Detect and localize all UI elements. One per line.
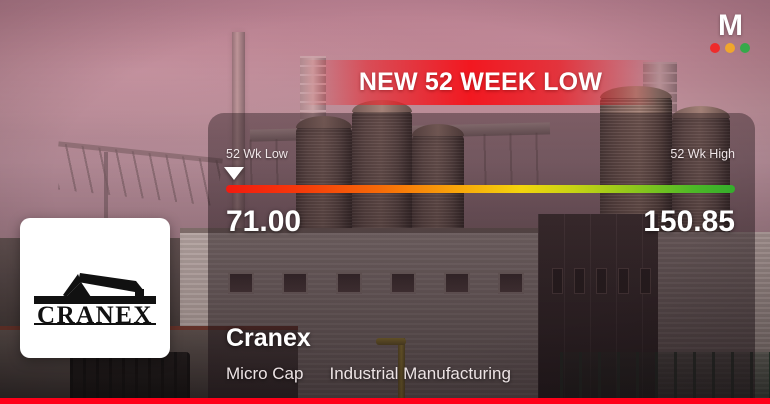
range-high-label: 52 Wk High	[670, 147, 735, 161]
new-52-week-low-banner: NEW 52 WEEK LOW	[303, 60, 658, 105]
company-meta: Micro Cap Industrial Manufacturing	[226, 365, 511, 382]
brand-letter-m: M	[718, 9, 743, 42]
brand-dots	[704, 43, 756, 53]
range-low-value: 71.00	[226, 204, 302, 238]
banner-label: NEW 52 WEEK LOW	[358, 68, 603, 96]
svg-text:CRANEX: CRANEX	[37, 302, 153, 325]
company-info: Cranex Micro Cap Industrial Manufacturin…	[226, 324, 511, 383]
red-dot-icon	[710, 43, 720, 53]
market-cap-class: Micro Cap	[226, 364, 304, 383]
range-gradient-bar	[226, 184, 735, 193]
bottom-accent-rule	[0, 398, 770, 404]
company-name: Cranex	[226, 324, 311, 352]
range-labels: 52 Wk Low 52 Wk High	[226, 148, 735, 161]
content-panel	[208, 113, 755, 404]
brand-mark[interactable]: M	[704, 9, 756, 53]
range-high-value: 150.85	[643, 204, 735, 238]
cranex-logo-icon: CRANEX	[34, 273, 156, 325]
fifty-two-week-range: 52 Wk Low 52 Wk High 71.00 150.85	[224, 148, 735, 238]
range-bar-wrapper	[224, 166, 735, 193]
current-price-marker-icon	[224, 166, 244, 180]
company-sector: Industrial Manufacturing	[329, 364, 511, 383]
range-values: 71.00 150.85	[226, 204, 735, 238]
amber-dot-icon	[725, 43, 735, 53]
company-logo-card: CRANEX	[20, 218, 170, 358]
range-low-label: 52 Wk Low	[226, 147, 288, 161]
foreground-clutter-shape	[70, 352, 190, 402]
green-dot-icon	[740, 43, 750, 53]
